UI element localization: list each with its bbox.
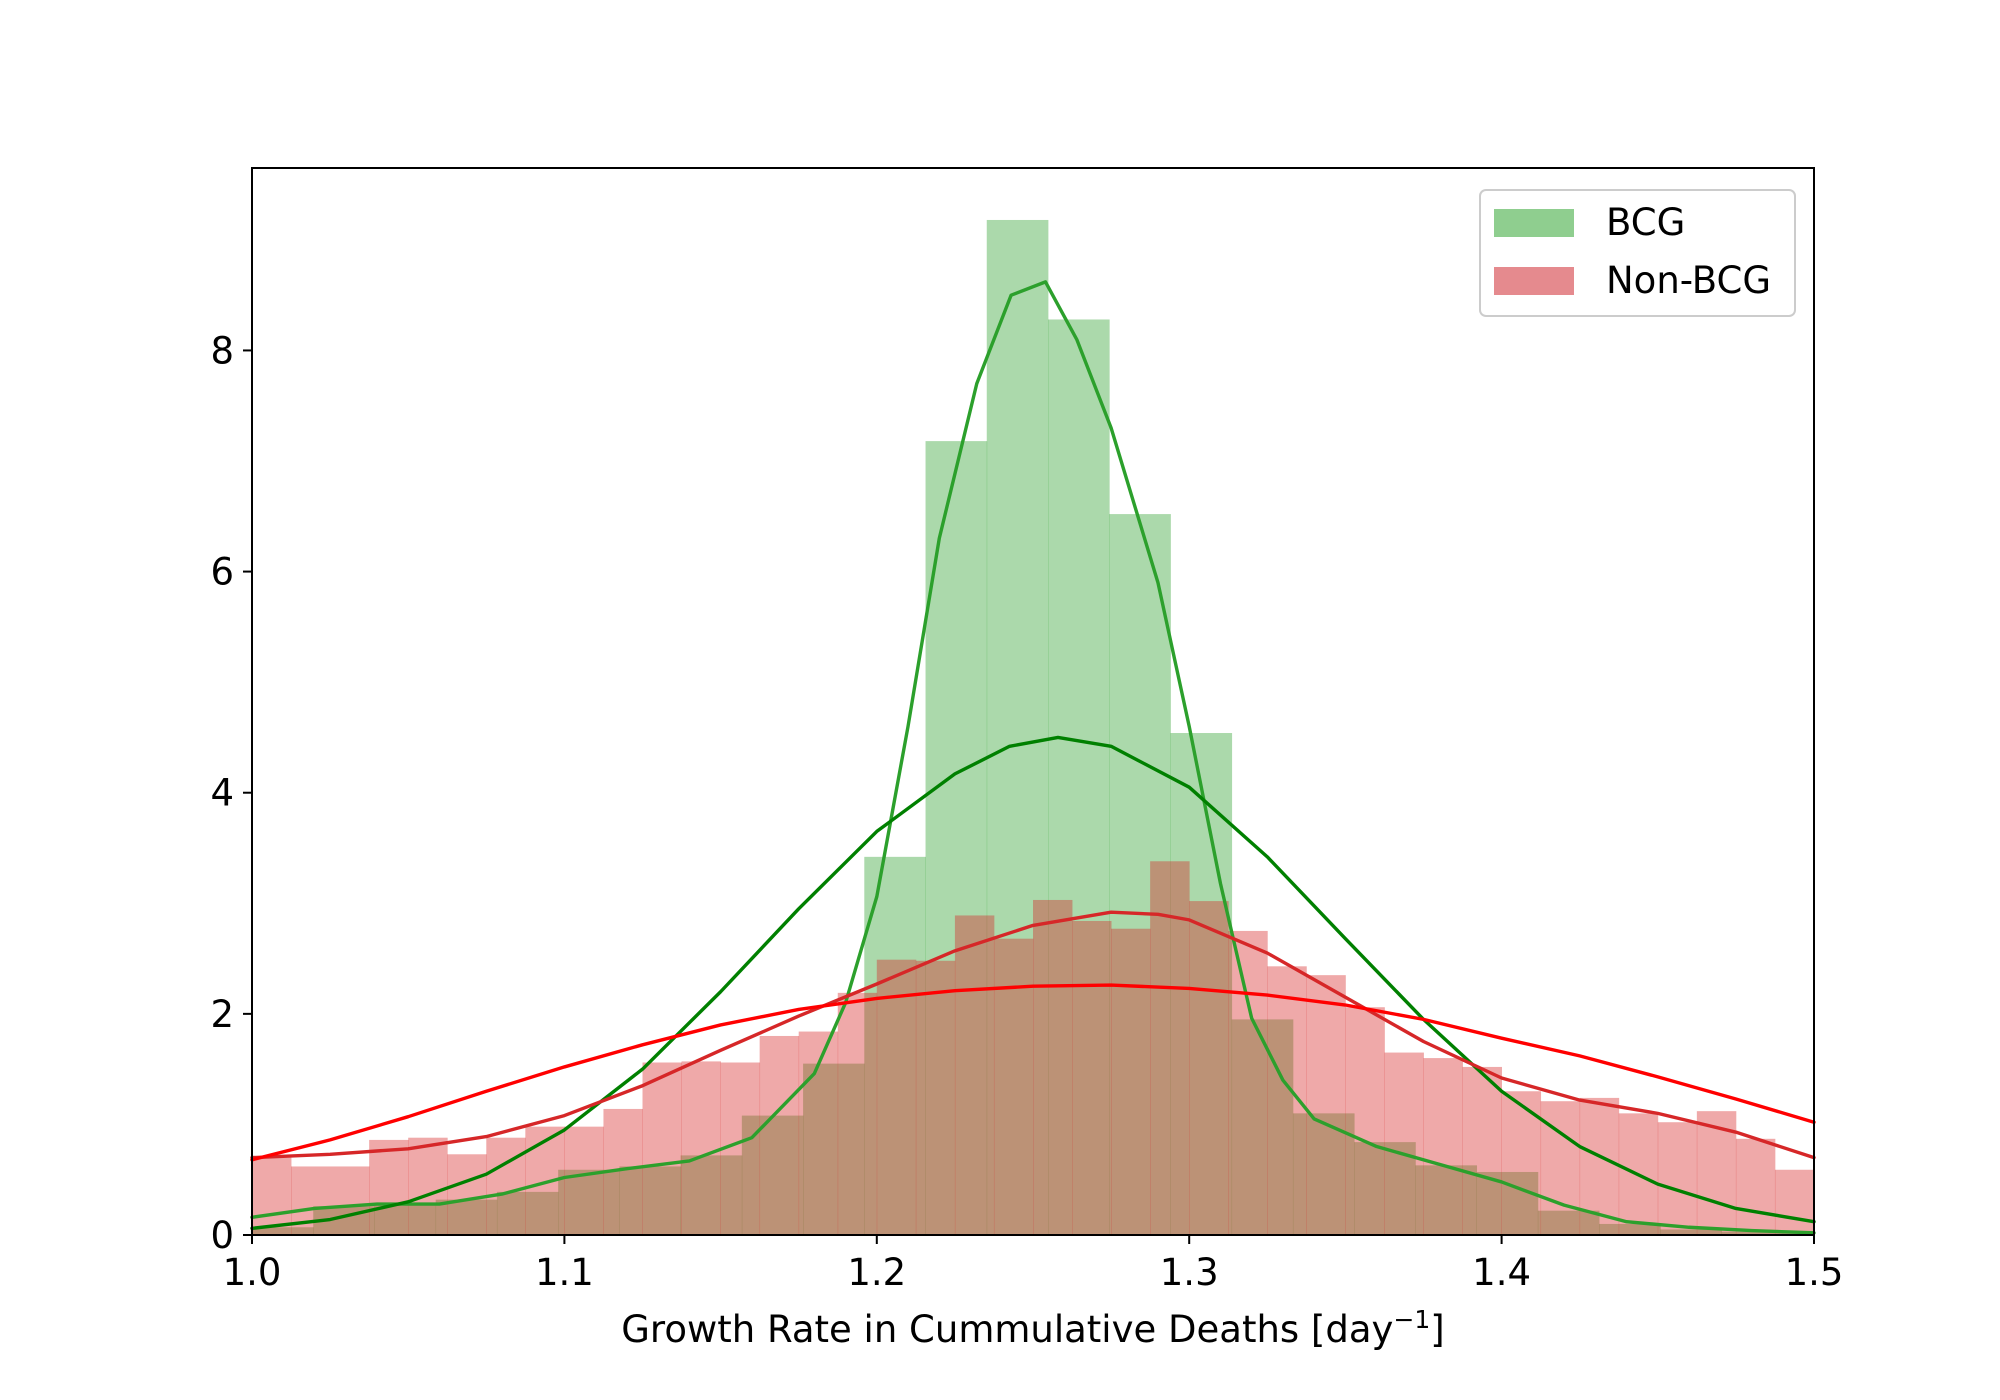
legend-label: Non-BCG <box>1606 259 1771 302</box>
histogram-bar-non-bcg <box>1423 1058 1463 1235</box>
density-curve-non-bcg-4 <box>250 983 1816 1162</box>
x-axis-label: Growth Rate in Cummulative Deaths [day−1… <box>621 1305 1444 1351</box>
histogram-bar-non-bcg <box>1033 899 1073 1235</box>
x-tick-label: 1.2 <box>847 1251 906 1294</box>
histogram-bar-bcg <box>803 1063 865 1235</box>
histogram-bar-bcg <box>1537 1210 1600 1235</box>
plot-frame <box>251 167 1815 1236</box>
density-curve-bcg-2 <box>250 735 1816 1231</box>
histogram-bar-non-bcg <box>876 959 917 1235</box>
histogram-bar-bcg <box>986 219 1049 1236</box>
histogram-bar-non-bcg <box>1657 1122 1698 1235</box>
x-tick-label: 1.1 <box>535 1251 594 1294</box>
x-tick-label: 1.4 <box>1472 1251 1531 1294</box>
density-curve-non-bcg-3 <box>250 910 1816 1160</box>
histogram-bar-bcg <box>1109 514 1171 1235</box>
histogram-bar-non-bcg <box>642 1062 682 1235</box>
histogram-bar-non-bcg <box>837 992 878 1235</box>
histogram-bar-bcg <box>1354 1142 1416 1235</box>
histogram-bar-non-bcg <box>564 1126 604 1235</box>
histogram-bar-non-bcg <box>681 1061 721 1235</box>
histogram-bar-bcg <box>925 441 988 1235</box>
histogram-bar-bcg <box>1660 1229 1722 1235</box>
histogram-bar-non-bcg <box>1072 920 1112 1235</box>
histogram-bar-non-bcg <box>1150 861 1190 1235</box>
histogram-bar-non-bcg <box>486 1137 526 1235</box>
histogram-bar-non-bcg <box>525 1126 565 1235</box>
histogram-bar-bcg <box>864 856 926 1235</box>
histogram-bar-non-bcg <box>1189 901 1229 1235</box>
legend-swatch <box>1494 209 1574 237</box>
histogram-bar-non-bcg <box>1306 975 1346 1235</box>
histogram-bar-bcg <box>619 1166 682 1235</box>
x-tick-label: 1.0 <box>223 1251 282 1294</box>
legend-label: BCG <box>1606 201 1685 244</box>
y-tick-label: 6 <box>210 551 234 594</box>
histogram-bar-bcg <box>1599 1223 1661 1235</box>
histogram-bar-non-bcg <box>408 1137 448 1235</box>
y-tick-label: 4 <box>210 772 234 815</box>
histogram-bar-bcg <box>680 1155 743 1235</box>
histogram-bar-non-bcg <box>1111 928 1151 1235</box>
histogram-bar-bcg <box>1415 1165 1478 1235</box>
y-tick-label: 0 <box>210 1214 234 1257</box>
histogram-bar-non-bcg <box>1228 930 1268 1235</box>
y-tick-label: 8 <box>210 329 234 372</box>
histogram-bar-bcg <box>1721 1231 1784 1235</box>
legend-swatch <box>1494 267 1574 295</box>
histogram-bar-bcg <box>435 1199 498 1235</box>
histogram-bar-non-bcg <box>759 1035 800 1235</box>
histogram-bar-non-bcg <box>1774 1169 1815 1235</box>
density-curves <box>250 280 1816 1235</box>
legend: BCG Non-BCG <box>1479 189 1796 317</box>
y-axis-ticks: 0 2 4 6 8 <box>210 329 252 1257</box>
histogram-bar-non-bcg <box>1735 1138 1776 1235</box>
y-tick-label: 2 <box>210 993 234 1036</box>
histogram-bars <box>252 219 1815 1236</box>
histogram-bar-bcg <box>374 1205 437 1235</box>
histogram-bar-non-bcg <box>915 960 956 1235</box>
histogram-bar-non-bcg <box>369 1139 409 1235</box>
x-tick-label: 1.3 <box>1160 1251 1219 1294</box>
histogram-bar-non-bcg <box>447 1154 487 1235</box>
histogram-bar-non-bcg <box>993 938 1034 1235</box>
x-axis-label-exponent: −1 <box>1393 1305 1430 1334</box>
x-axis-ticks: 1.0 1.1 1.2 1.3 1.4 1.5 <box>223 1235 1844 1294</box>
histogram-bar-non-bcg <box>720 1062 761 1235</box>
histogram-bar-non-bcg <box>1501 1091 1542 1235</box>
histogram-bar-bcg <box>1231 1019 1294 1235</box>
x-tick-label: 1.5 <box>1785 1251 1844 1294</box>
histogram-bar-non-bcg <box>252 1157 292 1235</box>
histogram-bar-bcg <box>496 1191 559 1235</box>
histogram-bar-non-bcg <box>1384 1052 1424 1235</box>
density-curve-bcg-1 <box>250 280 1816 1235</box>
histogram-bar-non-bcg <box>291 1166 370 1235</box>
histogram-bar-non-bcg <box>954 915 995 1235</box>
histogram-bar-bcg <box>252 1227 314 1235</box>
histogram-bar-bcg <box>1048 319 1110 1236</box>
histogram-bar-non-bcg <box>1345 1007 1385 1235</box>
x-axis-label-close: ] <box>1430 1308 1444 1351</box>
histogram-bar-bcg <box>558 1169 620 1235</box>
histogram-bar-non-bcg <box>1462 1066 1502 1235</box>
